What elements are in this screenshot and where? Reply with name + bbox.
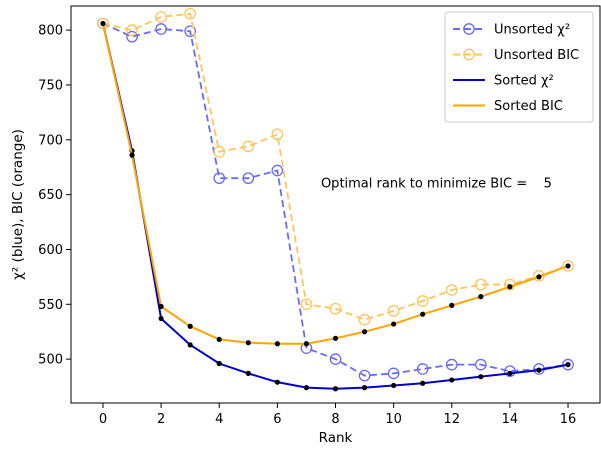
data-point	[449, 302, 455, 308]
data-point	[271, 164, 284, 177]
data-point	[387, 367, 400, 380]
legend-label: Unsorted BIC	[494, 48, 579, 63]
data-point	[184, 7, 197, 20]
y-tick-label: 650	[38, 188, 63, 203]
data-point	[245, 340, 251, 346]
x-tick-label: 8	[331, 412, 339, 427]
data-point	[474, 358, 487, 371]
data-point	[416, 363, 429, 375]
data-point	[242, 140, 255, 153]
data-point	[332, 386, 339, 392]
x-axis-label: Rank	[319, 430, 353, 446]
data-point	[565, 362, 571, 368]
data-point	[420, 380, 426, 386]
data-point	[158, 315, 164, 322]
series-2	[100, 20, 571, 392]
data-point	[416, 295, 429, 307]
legend-box	[444, 11, 594, 123]
y-tick-label: 750	[38, 78, 63, 93]
data-point	[274, 379, 280, 385]
series-line-0	[102, 22, 569, 377]
data-point	[271, 128, 284, 141]
data-point	[562, 260, 574, 272]
data-point	[391, 382, 397, 389]
data-point	[387, 305, 400, 317]
data-point	[445, 358, 458, 371]
data-point	[216, 336, 222, 342]
data-point	[300, 298, 313, 311]
data-point	[536, 367, 542, 373]
data-point	[474, 278, 487, 291]
data-point	[507, 370, 513, 376]
data-point	[97, 17, 109, 30]
data-point	[358, 369, 371, 382]
y-tick-label: 600	[38, 243, 63, 258]
data-point	[361, 385, 368, 391]
data-point	[478, 374, 484, 380]
y-axis-label: χ² (blue), BIC (orange)	[10, 129, 26, 280]
legend: Unsorted χ² Unsorted BIC Sorted χ² Sorted B…	[444, 11, 594, 123]
data-point	[303, 385, 310, 391]
data-point	[329, 302, 342, 315]
data-point	[158, 303, 164, 310]
y-tick-label: 550	[38, 298, 63, 313]
legend-marker	[463, 48, 475, 61]
data-point	[100, 20, 106, 27]
x-tick-label: 4	[215, 412, 223, 427]
series-layer	[97, 7, 574, 392]
legend-label: Unsorted χ²	[494, 23, 570, 38]
data-point	[303, 341, 310, 347]
data-point	[155, 11, 167, 23]
x-tick-label: 10	[385, 412, 402, 427]
x-tick-label: 16	[560, 412, 577, 427]
data-point	[126, 24, 138, 36]
data-point	[126, 30, 138, 43]
data-point	[536, 274, 542, 280]
series-line-1	[102, 12, 569, 321]
data-point	[332, 335, 339, 341]
data-point	[391, 321, 397, 327]
x-tick-label: 12	[443, 412, 460, 427]
series-3	[100, 20, 571, 347]
data-point	[245, 370, 251, 376]
data-point	[213, 172, 226, 185]
x-tick-label: 6	[273, 412, 281, 427]
axes-layer: 0 2 4 6 8 10 12 14 16 500 550 600 650 700 750 800	[38, 5, 601, 427]
y-tick-label: 800	[38, 24, 63, 39]
data-point	[358, 313, 371, 326]
data-point	[242, 172, 255, 185]
data-point	[187, 323, 193, 329]
data-point	[129, 152, 135, 158]
data-point	[504, 365, 516, 378]
data-point	[329, 353, 342, 365]
data-point	[361, 329, 368, 335]
data-point	[445, 284, 458, 296]
x-tick-label: 14	[502, 412, 519, 427]
y-tick-label: 500	[38, 353, 63, 368]
data-point	[213, 146, 226, 158]
data-point	[507, 284, 513, 290]
data-point	[155, 23, 167, 35]
legend-label: Sorted χ²	[494, 74, 554, 89]
data-point	[565, 263, 571, 269]
annotation-text: Optimal rank to minimize BIC = 5	[321, 177, 552, 192]
data-point	[420, 311, 426, 317]
data-point	[274, 341, 280, 347]
data-point	[478, 294, 484, 300]
y-tick-label: 700	[38, 133, 63, 148]
legend-label: Sorted BIC	[494, 99, 563, 114]
data-point	[187, 342, 193, 348]
x-tick-label: 2	[157, 412, 165, 427]
data-point	[449, 377, 455, 383]
data-point	[216, 360, 222, 367]
data-point	[184, 25, 197, 38]
legend-marker	[463, 23, 475, 35]
x-tick-label: 0	[99, 412, 107, 427]
